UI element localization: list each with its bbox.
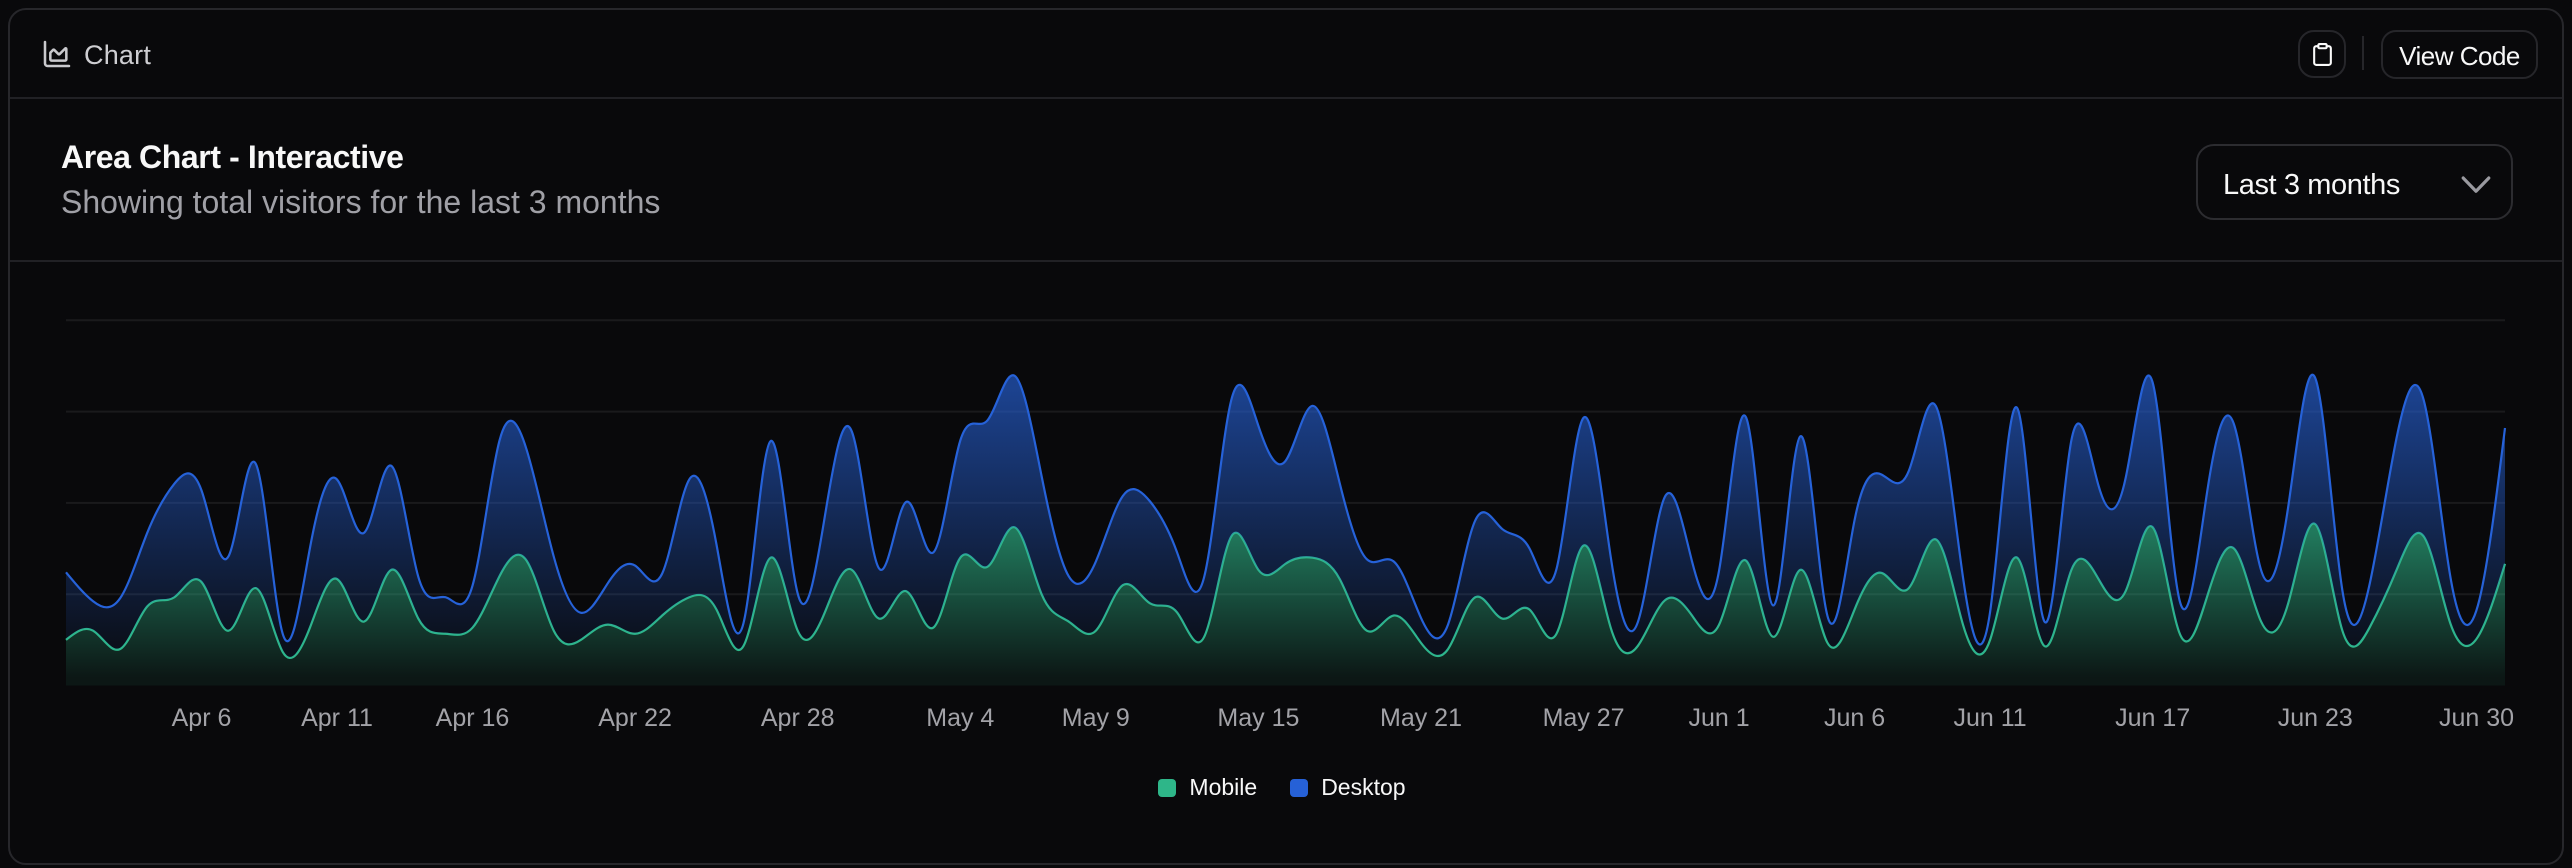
- svg-text:Jun 23: Jun 23: [2278, 704, 2353, 732]
- svg-text:Apr 11: Apr 11: [301, 704, 373, 732]
- svg-text:Apr 22: Apr 22: [598, 704, 672, 732]
- svg-text:Apr 16: Apr 16: [436, 704, 510, 732]
- svg-text:May 4: May 4: [926, 704, 994, 732]
- svg-text:May 21: May 21: [1380, 704, 1462, 732]
- svg-text:May 27: May 27: [1543, 704, 1625, 732]
- svg-text:Jun 1: Jun 1: [1689, 704, 1750, 732]
- svg-text:May 15: May 15: [1217, 704, 1299, 732]
- svg-text:Jun 11: Jun 11: [1953, 704, 2026, 732]
- svg-text:Apr 6: Apr 6: [172, 704, 232, 732]
- svg-text:Jun 30: Jun 30: [2439, 704, 2514, 732]
- svg-text:Apr 28: Apr 28: [761, 704, 835, 732]
- svg-text:Jun 6: Jun 6: [1824, 704, 1885, 732]
- svg-text:Jun 17: Jun 17: [2115, 704, 2190, 732]
- svg-text:May 9: May 9: [1062, 704, 1130, 732]
